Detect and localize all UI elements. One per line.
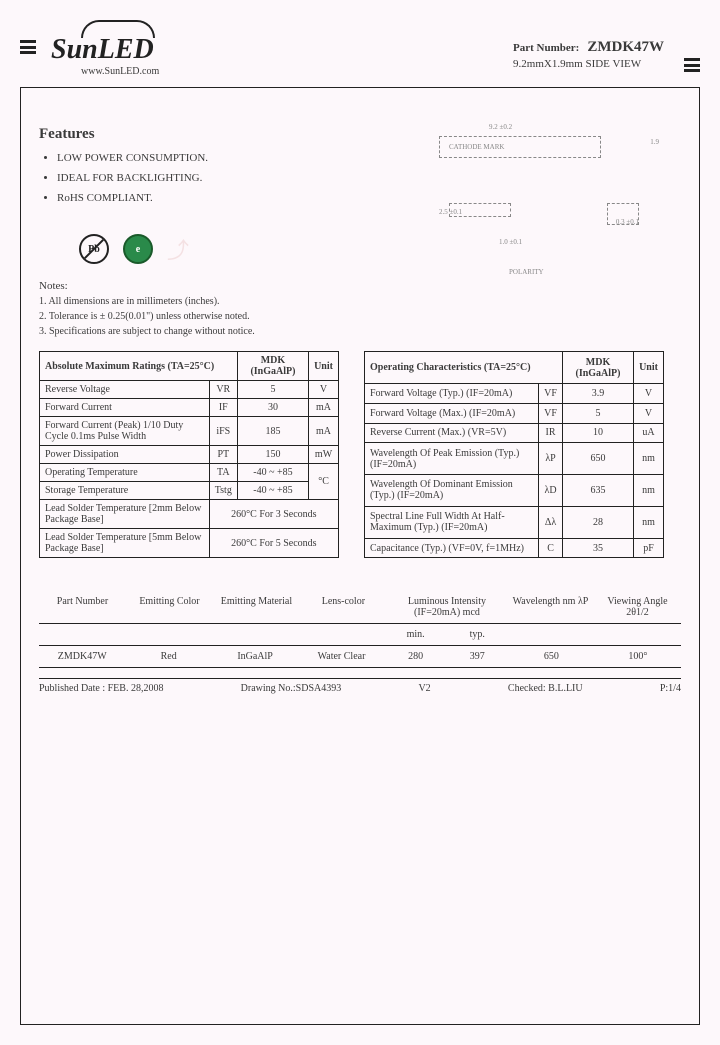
abs-max-title: Absolute Maximum Ratings (TA=25°C) [40,352,238,381]
col-mdk: MDK (InGaAlP) [562,352,633,384]
part-label: Part Number: [513,42,579,54]
footer: Published Date : FEB. 28,2008 Drawing No… [39,678,681,694]
datasheet-frame: 9.2 ±0.2 CATHODE MARK 1.9 2.5 ±0.1 0.3 ±… [20,87,700,1025]
logo-text: SunLED [51,34,159,66]
logo-url: www.SunLED.com [81,66,159,77]
col-unit: Unit [309,352,339,381]
menu-icon-right [684,58,700,72]
version: V2 [418,683,430,694]
note-item: 1. All dimensions are in millimeters (in… [39,294,681,309]
op-char-table: Operating Characteristics (TA=25°C) MDK … [364,351,664,558]
publish-date: Published Date : FEB. 28,2008 [39,683,163,694]
col-unit: Unit [634,352,664,384]
menu-icon [20,40,36,54]
mechanical-drawing: 9.2 ±0.2 CATHODE MARK 1.9 2.5 ±0.1 0.3 ±… [389,108,669,288]
abs-max-table: Absolute Maximum Ratings (TA=25°C) MDK (… [39,351,339,558]
rohs-icon: e [123,234,153,264]
logo: SunLED www.SunLED.com [51,20,159,77]
product-table: Part Number Emitting Color Emitting Mate… [39,593,681,694]
pdf-ghost-icon: ⤴ [167,233,189,265]
part-number: ZMDK47W [587,39,664,55]
pbfree-icon: Pb [79,234,109,264]
page-no: P:1/4 [660,683,681,694]
notes-list: 1. All dimensions are in millimeters (in… [39,294,681,339]
note-item: 3. Specifications are subject to change … [39,324,681,339]
note-item: 2. Tolerance is ± 0.25(0.01") unless oth… [39,309,681,324]
col-mdk: MDK (InGaAlP) [237,352,308,381]
checked-by: Checked: B.L.LIU [508,683,583,694]
op-char-title: Operating Characteristics (TA=25°C) [365,352,563,384]
drawing-no: Drawing No.:SDSA4393 [241,683,342,694]
part-subtitle: 9.2mmX1.9mm SIDE VIEW [513,58,664,70]
